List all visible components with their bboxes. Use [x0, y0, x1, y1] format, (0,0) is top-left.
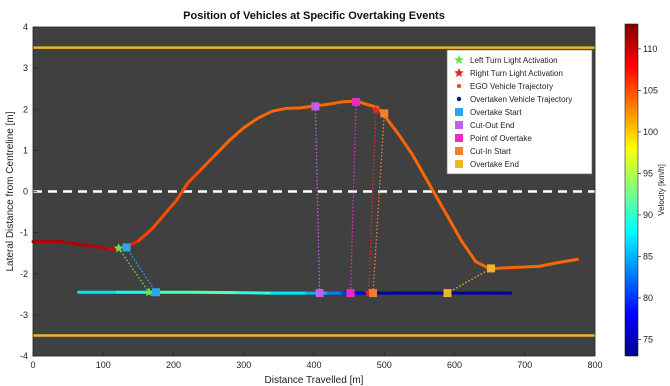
colorbar-tick-label: 110: [643, 44, 657, 54]
legend-point-of-overtake-label: Point of Overtake: [470, 134, 532, 143]
legend-overtaken-vehicle-trajectory-symbol: [456, 96, 462, 102]
point-of-overtake-marker: [352, 97, 361, 106]
ego-trajectory-segment: [59, 240, 91, 248]
point-of-overtake-marker: [346, 289, 355, 298]
legend: Left Turn Light Activation Right Turn Lig…: [446, 49, 593, 175]
ego-trajectory-segment: [228, 126, 246, 142]
ego-trajectory-segment: [87, 244, 112, 251]
colorbar-tick-label: 75: [643, 334, 653, 344]
legend-right-turn-light-activation-label: Right Turn Light Activation: [470, 69, 563, 78]
overtake-start-marker: [122, 243, 131, 252]
right-turn-light-activation-connector: [368, 110, 377, 294]
legend-ego-vehicle-trajectory-symbol: [456, 83, 462, 89]
ego-trajectory-segment: [256, 109, 274, 120]
cut-out-end-marker: [315, 289, 324, 298]
cut-out-end-marker: [311, 102, 320, 111]
legend-cut-in-start-label: Cut-In Start: [470, 147, 512, 156]
ego-trajectory-segment: [242, 116, 260, 130]
y-tick-label: -1: [20, 228, 28, 238]
ego-trajectory-segment: [186, 167, 204, 185]
cut-in-start-marker: [369, 289, 378, 298]
y-tick-label: -4: [20, 351, 28, 361]
x-tick-label: 200: [166, 360, 181, 370]
y-tick-label: 4: [23, 22, 28, 32]
ego-trajectory-segment: [431, 190, 449, 218]
event-connectors: [118, 101, 492, 294]
x-axis: 0 100 200 300 400 500 600 700 800: [30, 352, 603, 370]
overtake-start-marker: [151, 288, 160, 297]
point-of-overtake-connector: [349, 101, 357, 294]
y-axis-label: Lateral Distance from Centreline [m]: [5, 111, 16, 271]
ego-trajectory-segment: [424, 177, 435, 193]
ego-trajectory-segment: [537, 260, 562, 268]
y-tick-label: 2: [23, 104, 28, 114]
ego-trajectory-segment: [410, 152, 428, 181]
overtake-end-marker: [487, 264, 496, 273]
ego-trajectory-segment: [396, 132, 414, 156]
legend-cut-out-end-label: Cut-Out End: [470, 121, 514, 130]
ego-trajectory-segment: [382, 113, 400, 136]
x-tick-label: 0: [30, 360, 35, 370]
x-tick-label: 100: [96, 360, 111, 370]
y-axis: -4 -3 -2 -1 0 1 2 3 4: [20, 22, 37, 361]
legend-right-turn-light-activation-symbol: [454, 68, 464, 78]
ego-trajectory-segment: [136, 227, 154, 243]
legend-cut-out-end-symbol: [455, 121, 463, 129]
right-turn-light-activation-marker: [371, 105, 381, 115]
x-tick-label: 500: [377, 360, 392, 370]
overtake-end-marker: [443, 289, 452, 298]
ego-trajectory-segment: [164, 198, 179, 214]
ego-trajectory-segment: [175, 181, 190, 202]
cut-in-start-marker: [380, 109, 389, 118]
ego-trajectory-segment: [509, 264, 541, 270]
road-markings: [33, 46, 595, 337]
ego-trajectory-segment: [445, 214, 464, 243]
legend-overtake-start-label: Overtake Start: [470, 108, 522, 117]
y-tick-label: 3: [23, 63, 28, 73]
legend-left-turn-light-activation-label: Left Turn Light Activation: [470, 56, 558, 65]
colorbar-tick-label: 90: [643, 210, 653, 220]
legend-box: [446, 49, 593, 175]
x-tick-label: 600: [447, 360, 462, 370]
ego-trajectory-segment: [460, 239, 478, 263]
colorbar-tick-label: 105: [643, 85, 658, 95]
x-axis-label: Distance Travelled [m]: [265, 375, 364, 386]
legend-overtaken-vehicle-trajectory-label: Overtaken Vehicle Trajectory: [470, 95, 572, 104]
colorbar: 75 80 85 90 95 100 105 110 Velocity [km/h]: [624, 23, 666, 357]
colorbar-label: Velocity [km/h]: [657, 164, 666, 216]
y-tick-label: 0: [23, 187, 28, 197]
x-tick-label: 800: [587, 360, 602, 370]
left-turn-light-activation-marker: [144, 287, 154, 297]
x-tick-label: 700: [517, 360, 532, 370]
y-tick-label: -2: [20, 269, 28, 279]
colorbar-tick-label: 80: [643, 293, 653, 303]
overtake-end-connector: [447, 267, 492, 294]
ego-trajectory-segment: [150, 210, 168, 231]
y-tick-label: 1: [23, 145, 28, 155]
legend-cut-in-start-symbol: [455, 147, 463, 155]
legend-left-turn-light-activation-symbol: [454, 55, 464, 65]
colorbar-tick-label: 85: [643, 251, 653, 261]
legend-point-of-overtake-symbol: [455, 134, 463, 142]
chart-title: Position of Vehicles at Specific Overtak…: [183, 10, 445, 22]
colorbar-tick-label: 95: [643, 168, 653, 178]
ego-trajectory-segment: [326, 100, 344, 106]
left-turn-light-activation-marker: [113, 243, 124, 253]
y-tick-label: -3: [20, 310, 28, 320]
ego-trajectory-segment: [558, 257, 579, 264]
x-tick-label: 400: [306, 360, 321, 370]
legend-overtake-start-symbol: [455, 108, 463, 116]
ego-trajectory-segment: [200, 152, 218, 171]
colorbar-tick-label: 100: [643, 127, 658, 137]
ego-trajectory-segment: [270, 106, 288, 113]
event-markers: [113, 97, 496, 298]
colorbar-gradient: [624, 23, 639, 357]
x-tick-label: 300: [236, 360, 251, 370]
legend-overtake-end-label: Overtake End: [470, 160, 519, 169]
legend-ego-vehicle-trajectory-label: EGO Vehicle Trajectory: [470, 82, 553, 91]
legend-overtake-end-symbol: [455, 160, 463, 168]
ego-trajectory-segment: [214, 138, 232, 156]
